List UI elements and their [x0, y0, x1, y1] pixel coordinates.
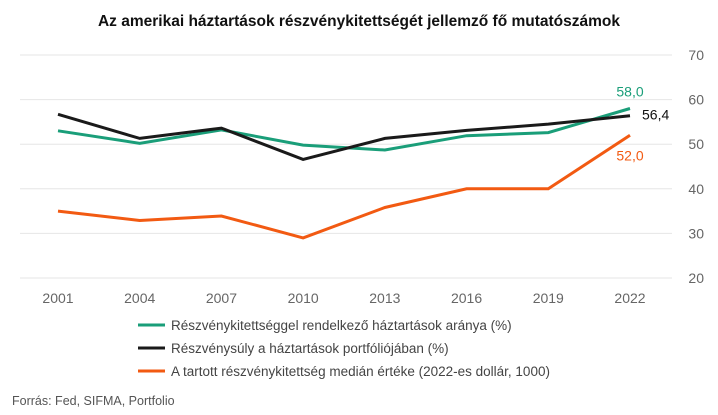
- y-tick-label: 20: [688, 270, 704, 286]
- source-note: Forrás: Fed, SIFMA, Portfolio: [12, 394, 175, 408]
- y-tick-label: 30: [688, 225, 704, 241]
- x-tick-label: 2022: [614, 290, 645, 306]
- x-tick-label: 2001: [42, 290, 73, 306]
- chart-title: Az amerikai háztartások részvénykitettsé…: [98, 13, 620, 30]
- y-tick-label: 40: [688, 181, 704, 197]
- series-lines: [57, 107, 631, 240]
- x-tick-label: 2013: [369, 290, 400, 306]
- gridlines: [20, 54, 672, 279]
- legend-label-series-2: Részvénysúly a háztartások portfóliójába…: [171, 341, 449, 356]
- y-tick-label: 60: [688, 92, 704, 108]
- legend-label-series-3: A tartott részvénykitettség medián érték…: [171, 364, 550, 379]
- end-label-series-1: 58,0: [616, 84, 643, 100]
- legend: Részvénykitettséggel rendelkező háztartá…: [138, 318, 550, 379]
- end-label-series-2: 56,4: [642, 107, 669, 123]
- series-line-2: [57, 112, 631, 161]
- end-label-series-3: 52,0: [616, 147, 643, 163]
- y-axis-ticks: 20 30 40 50 60 70: [688, 47, 704, 286]
- end-labels: 58,0 56,4 52,0: [616, 84, 669, 164]
- x-tick-label: 2007: [206, 290, 237, 306]
- x-tick-label: 2004: [124, 290, 155, 306]
- x-tick-label: 2016: [451, 290, 482, 306]
- x-axis-ticks: 2001 2004 2007 2010 2013 2016 2019 2022: [42, 290, 645, 306]
- x-tick-label: 2019: [533, 290, 564, 306]
- x-tick-label: 2010: [288, 290, 319, 306]
- legend-label-series-1: Részvénykitettséggel rendelkező háztartá…: [171, 318, 512, 333]
- series-line-3: [57, 134, 631, 240]
- y-tick-label: 50: [688, 136, 704, 152]
- y-tick-label: 70: [688, 47, 704, 63]
